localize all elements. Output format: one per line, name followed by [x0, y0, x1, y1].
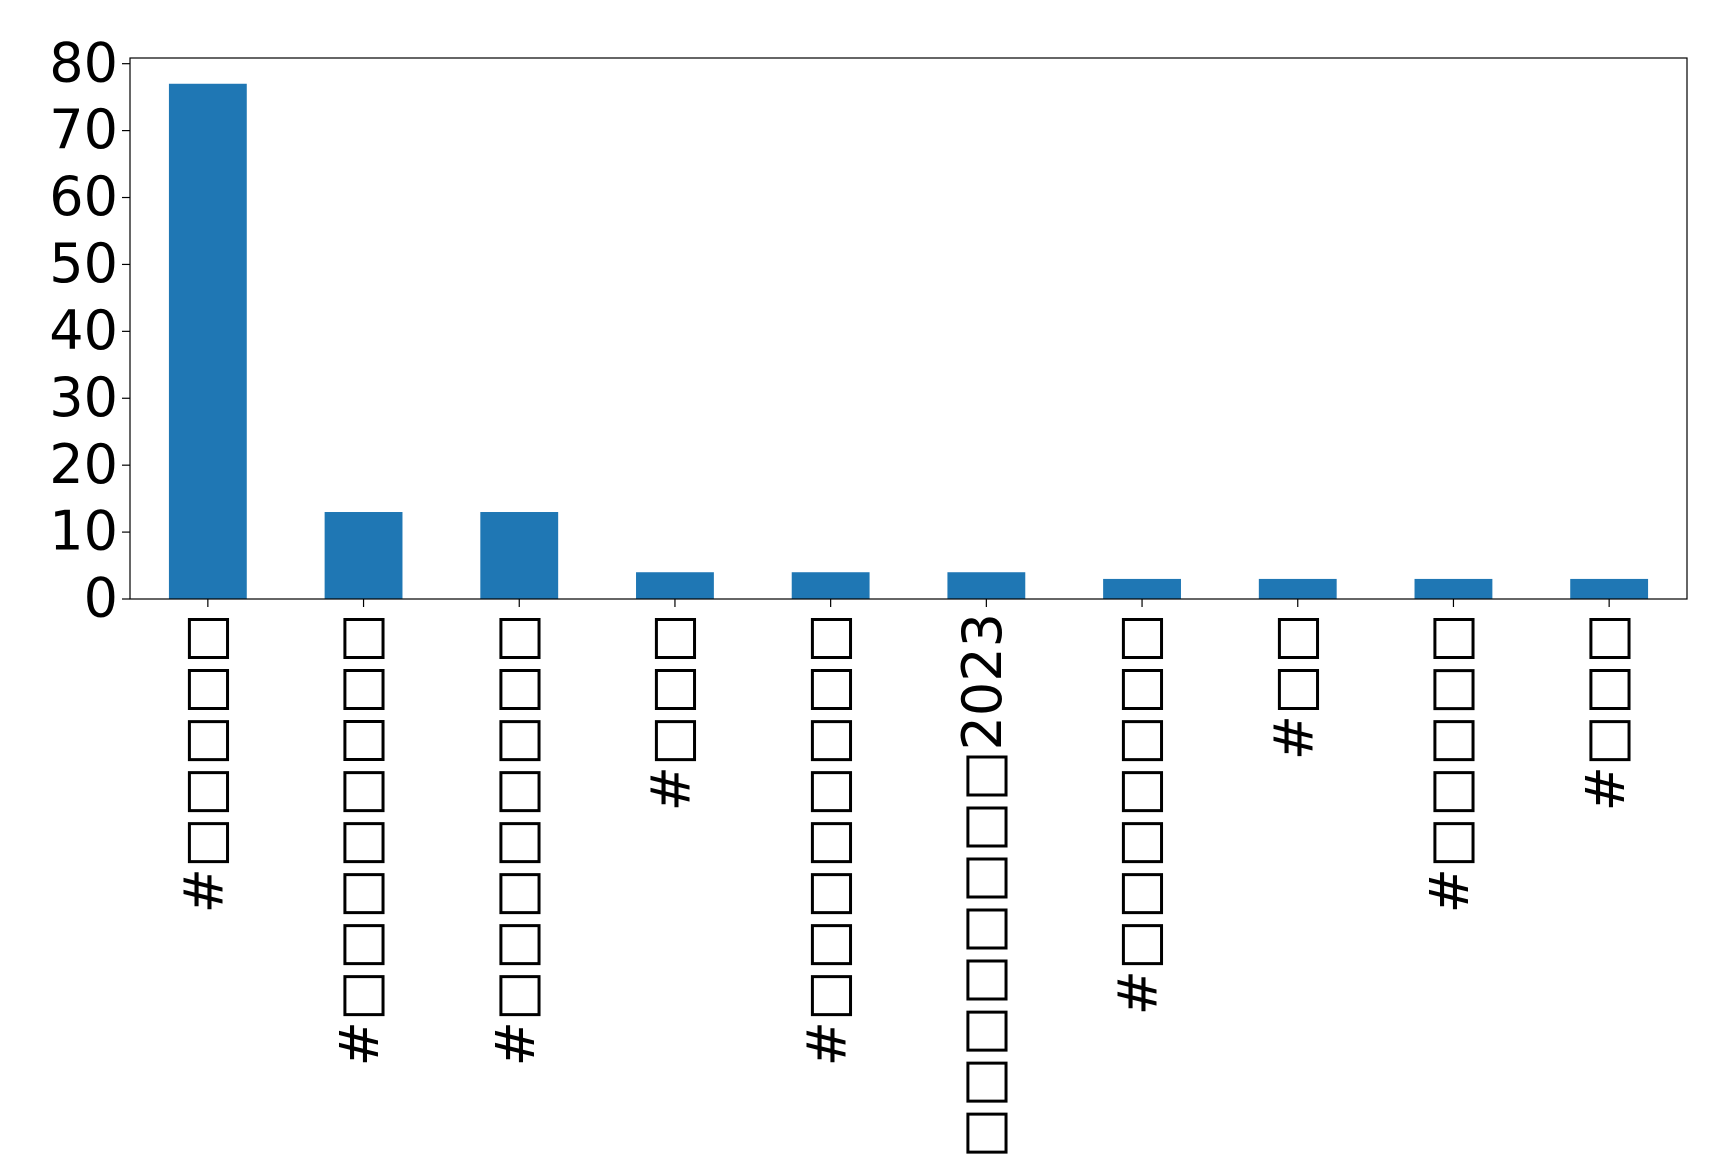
y-tick-label: 60	[49, 165, 118, 228]
bar	[1414, 578, 1493, 599]
x-tick-label: #□□□	[640, 613, 703, 811]
x-tick-label: #□□□□□	[172, 613, 235, 913]
x-tick-label: #□□□□□□□□	[484, 613, 547, 1066]
x-tick-label: #□□□□□□□□2023	[951, 613, 1014, 1158]
bar	[324, 512, 403, 599]
bar	[480, 512, 559, 599]
x-tick-label: #□□□□□□□	[1107, 613, 1170, 1015]
x-tick-label: #□□□□□□□□	[795, 613, 858, 1066]
y-tick-label: 30	[49, 366, 118, 429]
x-tick-label: #□□	[1262, 613, 1325, 760]
bar	[947, 572, 1026, 599]
bar	[636, 572, 714, 599]
plot-frame	[129, 57, 1688, 600]
x-tick-label: #□□□□□□□□	[328, 613, 391, 1066]
bar	[1103, 578, 1181, 599]
x-tick-label: #□□□□□	[1418, 613, 1481, 913]
bar	[1570, 578, 1649, 599]
y-tick-label: 70	[49, 98, 118, 161]
bar	[1258, 578, 1337, 599]
bar	[791, 572, 870, 599]
y-tick-label: 0	[84, 567, 118, 630]
y-tick-label: 80	[49, 31, 118, 94]
bar	[168, 83, 247, 599]
y-tick-label: 20	[49, 433, 118, 496]
y-tick-label: 10	[49, 500, 118, 563]
x-tick-label: #□□□	[1574, 613, 1637, 811]
y-tick-label: 40	[49, 299, 118, 362]
y-tick-label: 50	[49, 232, 118, 295]
